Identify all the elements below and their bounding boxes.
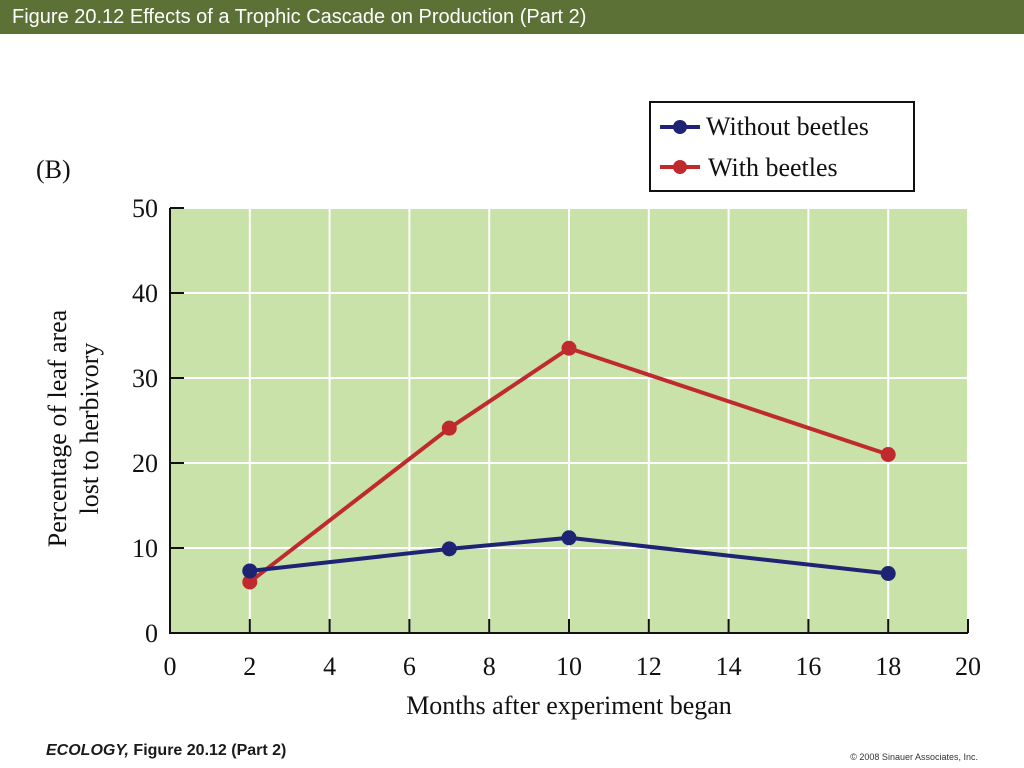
y-axis-label: Percentage of leaf area lost to herbivor…	[43, 309, 104, 547]
x-tick-label: 14	[716, 652, 742, 681]
x-tick-label: 10	[556, 652, 582, 681]
data-point-with-beetles	[561, 340, 577, 356]
footer-copyright: © 2008 Sinauer Associates, Inc.	[850, 752, 978, 762]
footer-book-title: ECOLOGY,	[46, 742, 129, 759]
line-chart: (B) 0 2 4 6 8 10 12 14 16 18 20 0 10 20 30 40 50 Months …	[36, 101, 981, 720]
y-axis-label-line-1: Percentage of leaf area	[43, 309, 72, 547]
legend-marker-with-beetles	[673, 160, 687, 174]
x-axis-label: Months after experiment began	[406, 691, 732, 720]
x-tick-label: 20	[955, 652, 981, 681]
data-point-with-beetles	[880, 447, 896, 462]
series-line-without-beetles	[249, 535, 889, 576]
x-tick-label: 18	[875, 652, 901, 681]
series-without-beetles	[242, 530, 896, 581]
axes	[169, 207, 969, 634]
data-point-without-beetles	[880, 566, 896, 581]
x-tick-label: 12	[636, 652, 662, 681]
y-tick-label: 0	[145, 619, 158, 648]
footer-citation: ECOLOGY, Figure 20.12 (Part 2)	[46, 742, 286, 760]
data-point-without-beetles	[441, 541, 457, 557]
series-layer	[242, 340, 896, 590]
legend-label-with-beetles: With beetles	[708, 153, 838, 182]
y-tick-label: 40	[132, 279, 158, 308]
grid-lines	[170, 207, 969, 633]
data-point-without-beetles	[242, 563, 258, 579]
series-with-beetles	[242, 340, 896, 590]
y-tick-label: 10	[132, 534, 158, 563]
data-point-with-beetles	[441, 420, 457, 436]
series-line-with-beetles	[248, 346, 889, 584]
x-tick-label: 8	[483, 652, 496, 681]
y-tick-label: 20	[132, 449, 158, 478]
x-tick-label: 4	[323, 652, 336, 681]
x-tick-label: 2	[243, 652, 256, 681]
legend-marker-without-beetles	[673, 120, 687, 134]
panel-label: (B)	[36, 155, 71, 184]
data-point-without-beetles	[561, 530, 577, 546]
y-tick-label: 30	[132, 364, 158, 393]
x-tick-label: 6	[403, 652, 416, 681]
data-point-with-beetles	[242, 574, 258, 590]
x-tick-label: 0	[164, 652, 177, 681]
footer-figure-ref: Figure 20.12 (Part 2)	[128, 742, 287, 759]
y-tick-label: 50	[132, 194, 158, 223]
tick-labels: 0 2 4 6 8 10 12 14 16 18 20 0 10 20 30 40 50	[132, 194, 981, 681]
legend: Without beetles With beetles	[649, 101, 915, 192]
x-tick-label: 16	[795, 652, 821, 681]
header-bar: Figure 20.12 Effects of a Trophic Cascad…	[0, 0, 1024, 34]
y-axis-label-line-2: lost to herbivory	[75, 343, 104, 515]
legend-box	[649, 101, 915, 192]
legend-label-without-beetles: Without beetles	[706, 112, 869, 141]
slide-title: Figure 20.12 Effects of a Trophic Cascad…	[12, 6, 587, 28]
